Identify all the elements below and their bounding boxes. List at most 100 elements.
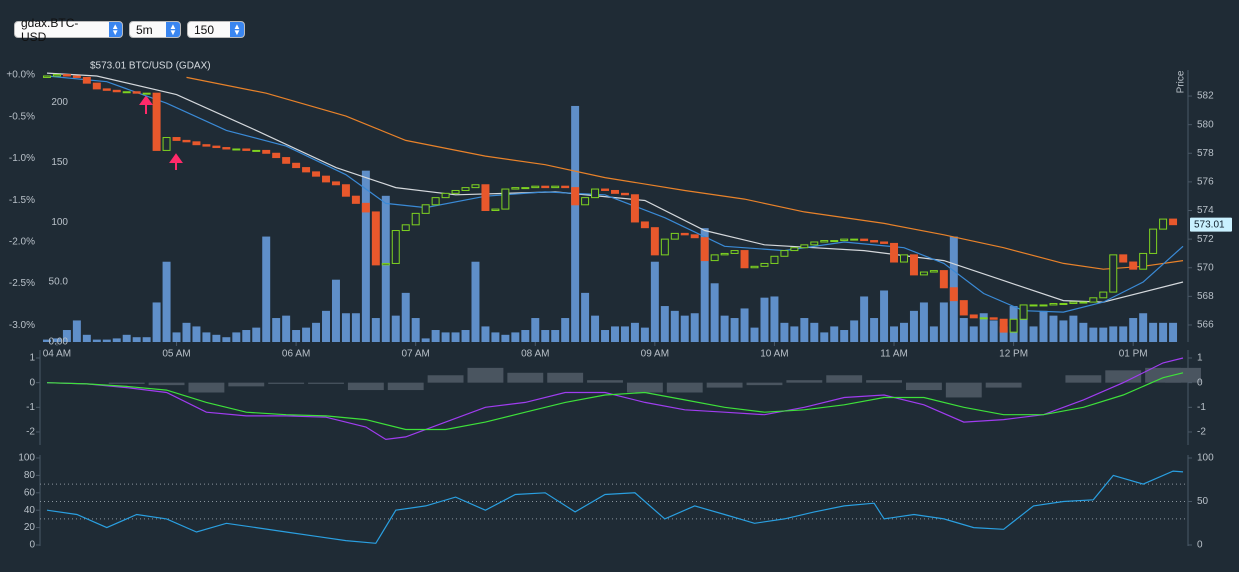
histogram-bar (547, 372, 584, 383)
candle-body (870, 240, 879, 243)
candle-body (840, 238, 849, 242)
volume-bar (690, 313, 699, 342)
candle-body (331, 181, 340, 186)
candle-body (800, 244, 809, 249)
histogram-bar (108, 382, 145, 384)
y-tick-label: 0 (1197, 540, 1203, 551)
volume-bar (112, 338, 121, 342)
histogram-bar (347, 382, 384, 391)
candle-body (42, 75, 51, 78)
volume-bar (531, 318, 540, 342)
candle-body (72, 75, 81, 78)
volume-bar (830, 326, 839, 342)
candle-body (591, 188, 600, 199)
volume-bar (820, 332, 829, 342)
candle-body (660, 238, 669, 256)
candle-body (581, 197, 590, 206)
symbol-select[interactable]: gdax.BTC-USD ▲ ▼ (14, 16, 123, 44)
candle-body (989, 317, 998, 320)
volume-bar (232, 332, 241, 342)
y-tick-label: -2.5% (9, 278, 35, 289)
histogram-bar (1105, 370, 1142, 383)
volume-bar (322, 310, 330, 342)
candle-body (959, 300, 968, 316)
volume-bar (341, 313, 350, 342)
volume-bar (890, 326, 899, 342)
select-text: 5m (136, 22, 153, 37)
volume-bar (431, 330, 440, 342)
y-tick-label: -1 (26, 402, 35, 413)
candle-body (1119, 254, 1128, 263)
select-arrow: ▲ ▼ (230, 22, 244, 37)
volume-bar (142, 337, 151, 342)
y-tick-label: 50 (1197, 496, 1209, 507)
y-tick-label: -2 (1197, 427, 1206, 438)
volume-bar (1059, 320, 1068, 342)
volume-bar (391, 315, 400, 342)
candle-body (401, 224, 410, 232)
candle-body (511, 187, 520, 190)
candle-body (232, 148, 241, 151)
candle-body (561, 185, 570, 189)
candle-body (82, 76, 91, 84)
volume-bar (660, 306, 669, 342)
candle-body (1149, 228, 1158, 254)
volume-bar (1079, 322, 1088, 342)
volume-bar (790, 326, 799, 342)
candle-body (481, 184, 490, 212)
volume-bar (1129, 318, 1138, 342)
select-text: 150 (194, 22, 215, 37)
price-tag-bg (1190, 217, 1232, 232)
candle-body (202, 144, 211, 147)
candle-body (611, 189, 619, 194)
select-arrow: ▲ ▼ (166, 22, 180, 37)
candle-body (62, 74, 71, 77)
histogram-bar (1065, 375, 1102, 383)
candle-body (1069, 301, 1078, 305)
candle-body (919, 271, 928, 276)
candle-body (1009, 318, 1018, 333)
candle-body (1029, 304, 1038, 307)
volume-bar (132, 337, 141, 342)
candle-body (381, 262, 390, 266)
candle-body (979, 317, 988, 320)
y-tick-label: -1.0% (9, 153, 35, 164)
indicator-line (46, 72, 1184, 303)
candle-body (890, 242, 899, 263)
candle-body (451, 189, 460, 194)
y-tick-label: 566 (1197, 320, 1214, 331)
candle-body (1039, 304, 1048, 307)
candle-body (341, 184, 350, 197)
candle-body (740, 250, 749, 269)
candle-body (411, 212, 420, 226)
volume-bar (909, 310, 918, 342)
y-tick-label: 20 (24, 522, 36, 533)
y-tick-label: -2.0% (9, 237, 35, 248)
candle-body (531, 185, 540, 189)
volume-bar (481, 326, 490, 342)
candle-body (900, 254, 908, 263)
volume-bar (840, 330, 849, 342)
volume-bar (302, 327, 311, 342)
volume-bar (242, 330, 251, 342)
candle-body (630, 194, 639, 223)
volume-bar (810, 322, 819, 342)
candle-body (1099, 291, 1108, 299)
candle-body (690, 234, 699, 239)
volume-bar (222, 337, 231, 342)
histogram-bar (188, 382, 225, 393)
histogram-bar (826, 375, 863, 383)
count-select[interactable]: 150 ▲ ▼ (187, 21, 245, 38)
volume-bar (42, 339, 51, 342)
y-tick-label: 0 (29, 540, 35, 551)
volume-bar (52, 338, 61, 342)
y-tick-label: 60 (24, 487, 36, 498)
y-tick-label: 100 (18, 453, 35, 464)
period-select[interactable]: 5m ▲ ▼ (129, 21, 181, 38)
candle-body (431, 197, 440, 206)
volume-tick-label: 0.00 (49, 337, 69, 348)
candle-body (730, 250, 739, 254)
controls: gdax.BTC-USD ▲ ▼ 5m ▲ ▼ 150 ▲ ▼ (14, 16, 245, 44)
volume-bar (919, 302, 928, 342)
